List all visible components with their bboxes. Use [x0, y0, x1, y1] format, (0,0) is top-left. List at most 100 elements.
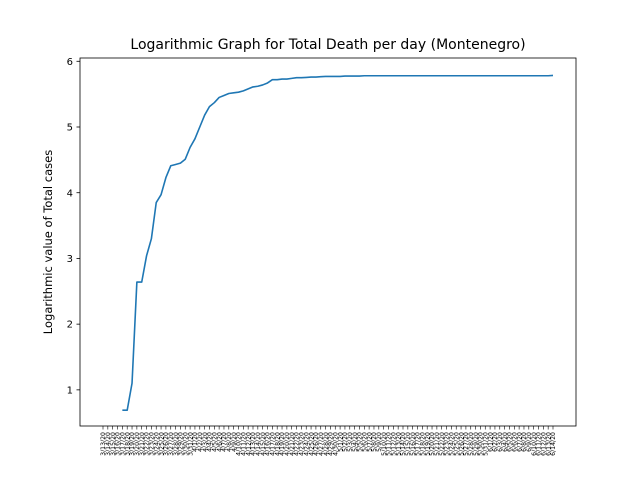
x-tick-label: 4/5/20	[211, 432, 218, 452]
y-tick-label: 1	[67, 385, 73, 396]
y-tick-label: 5	[67, 123, 73, 134]
x-tick-label: 3/19/20	[129, 432, 136, 456]
x-tick-label: 5/16/20	[410, 432, 417, 456]
x-tick-label: 3/16/20	[115, 432, 122, 456]
x-tick-label: 4/10/20	[236, 432, 243, 456]
x-tick-label: 5/28/20	[468, 432, 475, 456]
x-tick-label: 5/14/20	[400, 432, 407, 456]
x-tick-label: 3/31/20	[187, 432, 194, 456]
x-tick-label: 5/3/20	[347, 432, 354, 452]
x-tick-label: 4/8/20	[226, 432, 233, 452]
y-tick-label: 6	[67, 57, 73, 68]
x-tick-label: 4/16/20	[265, 432, 272, 456]
x-tick-label: 6/1/20	[487, 432, 494, 452]
x-tick-label: 6/7/20	[516, 432, 523, 452]
x-tick-label: 4/14/20	[255, 432, 262, 456]
plot-frame	[79, 57, 577, 427]
x-tick-label: 5/23/20	[444, 432, 451, 456]
x-tick-label: 3/29/20	[178, 432, 185, 456]
x-tick-label: 5/24/20	[449, 432, 456, 456]
x-tick-label: 4/20/20	[284, 432, 291, 456]
x-tick-label: 3/26/20	[163, 432, 170, 456]
x-tick-label: 6/10/20	[531, 432, 538, 456]
chart-title: Logarithmic Graph for Total Death per da…	[130, 37, 525, 53]
x-tick-label: 4/22/20	[294, 432, 301, 456]
x-tick-label: 3/23/20	[149, 432, 156, 456]
y-tick-label: 3	[67, 254, 73, 265]
x-tick-label: 6/6/20	[511, 432, 518, 452]
x-tick-label: 4/3/20	[202, 432, 209, 452]
y-tick-label: 4	[67, 188, 73, 199]
x-tick-label: 3/18/20	[124, 432, 131, 456]
x-tick-label: 5/2/20	[342, 432, 349, 452]
x-tick-label: 4/29/20	[328, 432, 335, 456]
x-tick-label: 6/12/20	[541, 432, 548, 456]
x-tick-label: 6/8/20	[521, 432, 528, 452]
plot-area	[122, 74, 554, 412]
x-tick-label: 3/30/20	[182, 432, 189, 456]
x-tick-label: 3/25/20	[158, 432, 165, 456]
x-tick-label: 4/25/20	[308, 432, 315, 456]
x-tick-label: 4/13/20	[250, 432, 257, 456]
x-tick-label: 5/5/20	[357, 432, 364, 452]
x-tick-label: 3/27/20	[168, 432, 175, 456]
x-tick-label: 5/17/20	[415, 432, 422, 456]
x-tick-label: 4/1/20	[192, 432, 199, 452]
x-tick-label: 5/12/20	[391, 432, 398, 456]
x-tick-label: 4/12/20	[245, 432, 252, 456]
x-tick-label: 5/26/20	[458, 432, 465, 456]
x-tick-label: 3/17/20	[120, 432, 127, 456]
x-tick-label: 3/24/20	[153, 432, 160, 456]
x-tick-label: 3/15/20	[110, 432, 117, 456]
x-tick-label: 5/29/20	[473, 432, 480, 456]
x-tick-label: 4/6/20	[216, 432, 223, 452]
x-tick-label: 4/27/20	[318, 432, 325, 456]
x-tick-label: 4/19/20	[279, 432, 286, 456]
x-tick-label: 5/25/20	[453, 432, 460, 456]
x-tick-label: 5/31/20	[482, 432, 489, 456]
series-line-0	[122, 74, 554, 412]
x-tick-label: 3/21/20	[139, 432, 146, 456]
x-tick-label: 6/2/20	[492, 432, 499, 452]
x-tick-label: 3/22/20	[144, 432, 151, 456]
x-tick-label: 5/30/20	[478, 432, 485, 456]
x-tick-label: 6/3/20	[497, 432, 504, 452]
x-tick-label: 6/5/20	[507, 432, 514, 452]
x-tick-label: 4/9/20	[231, 432, 238, 452]
x-tick-label: 4/21/20	[289, 432, 296, 456]
x-tick-label: 4/17/20	[270, 432, 277, 456]
x-tick-label: 5/8/20	[371, 432, 378, 452]
x-tick-label: 5/13/20	[395, 432, 402, 456]
x-tick-label: 3/13/20	[100, 432, 107, 456]
x-tick-label: 4/18/20	[274, 432, 281, 456]
x-tick-label: 3/28/20	[173, 432, 180, 456]
x-tick-label: 6/4/20	[502, 432, 509, 452]
x-tick-label: 6/13/20	[545, 432, 552, 456]
x-tick-label: 4/23/20	[299, 432, 306, 456]
x-tick-label: 4/28/20	[323, 432, 330, 456]
y-axis: 1 2 3 4 5 6	[67, 57, 80, 396]
x-tick-label: 3/14/20	[105, 432, 112, 456]
x-tick-label: 4/11/20	[241, 432, 248, 456]
x-tick-label: 3/20/20	[134, 432, 141, 456]
x-tick-label: 5/20/20	[429, 432, 436, 456]
x-tick-label: 4/4/20	[207, 432, 214, 452]
x-tick-label: 4/24/20	[303, 432, 310, 456]
x-tick-label: 5/1/20	[337, 432, 344, 452]
x-tick-label: 5/18/20	[420, 432, 427, 456]
x-tick-label: 5/22/20	[439, 432, 446, 456]
x-tick-label: 5/27/20	[463, 432, 470, 456]
x-tick-label: 5/7/20	[366, 432, 373, 452]
x-tick-label: 4/30/20	[332, 432, 339, 456]
y-tick-label: 2	[67, 320, 73, 331]
x-tick-label: 5/21/20	[434, 432, 441, 456]
x-tick-label: 6/9/20	[526, 432, 533, 452]
x-tick-label: 5/4/20	[352, 432, 359, 452]
x-axis: 3/13/203/14/203/15/203/16/203/17/203/18/…	[100, 426, 557, 456]
y-axis-label: Logarithmic value of Total cases	[41, 150, 55, 334]
x-tick-label: 4/15/20	[260, 432, 267, 456]
x-tick-label: 6/11/20	[536, 432, 543, 456]
x-tick-label: 4/2/20	[197, 432, 204, 452]
